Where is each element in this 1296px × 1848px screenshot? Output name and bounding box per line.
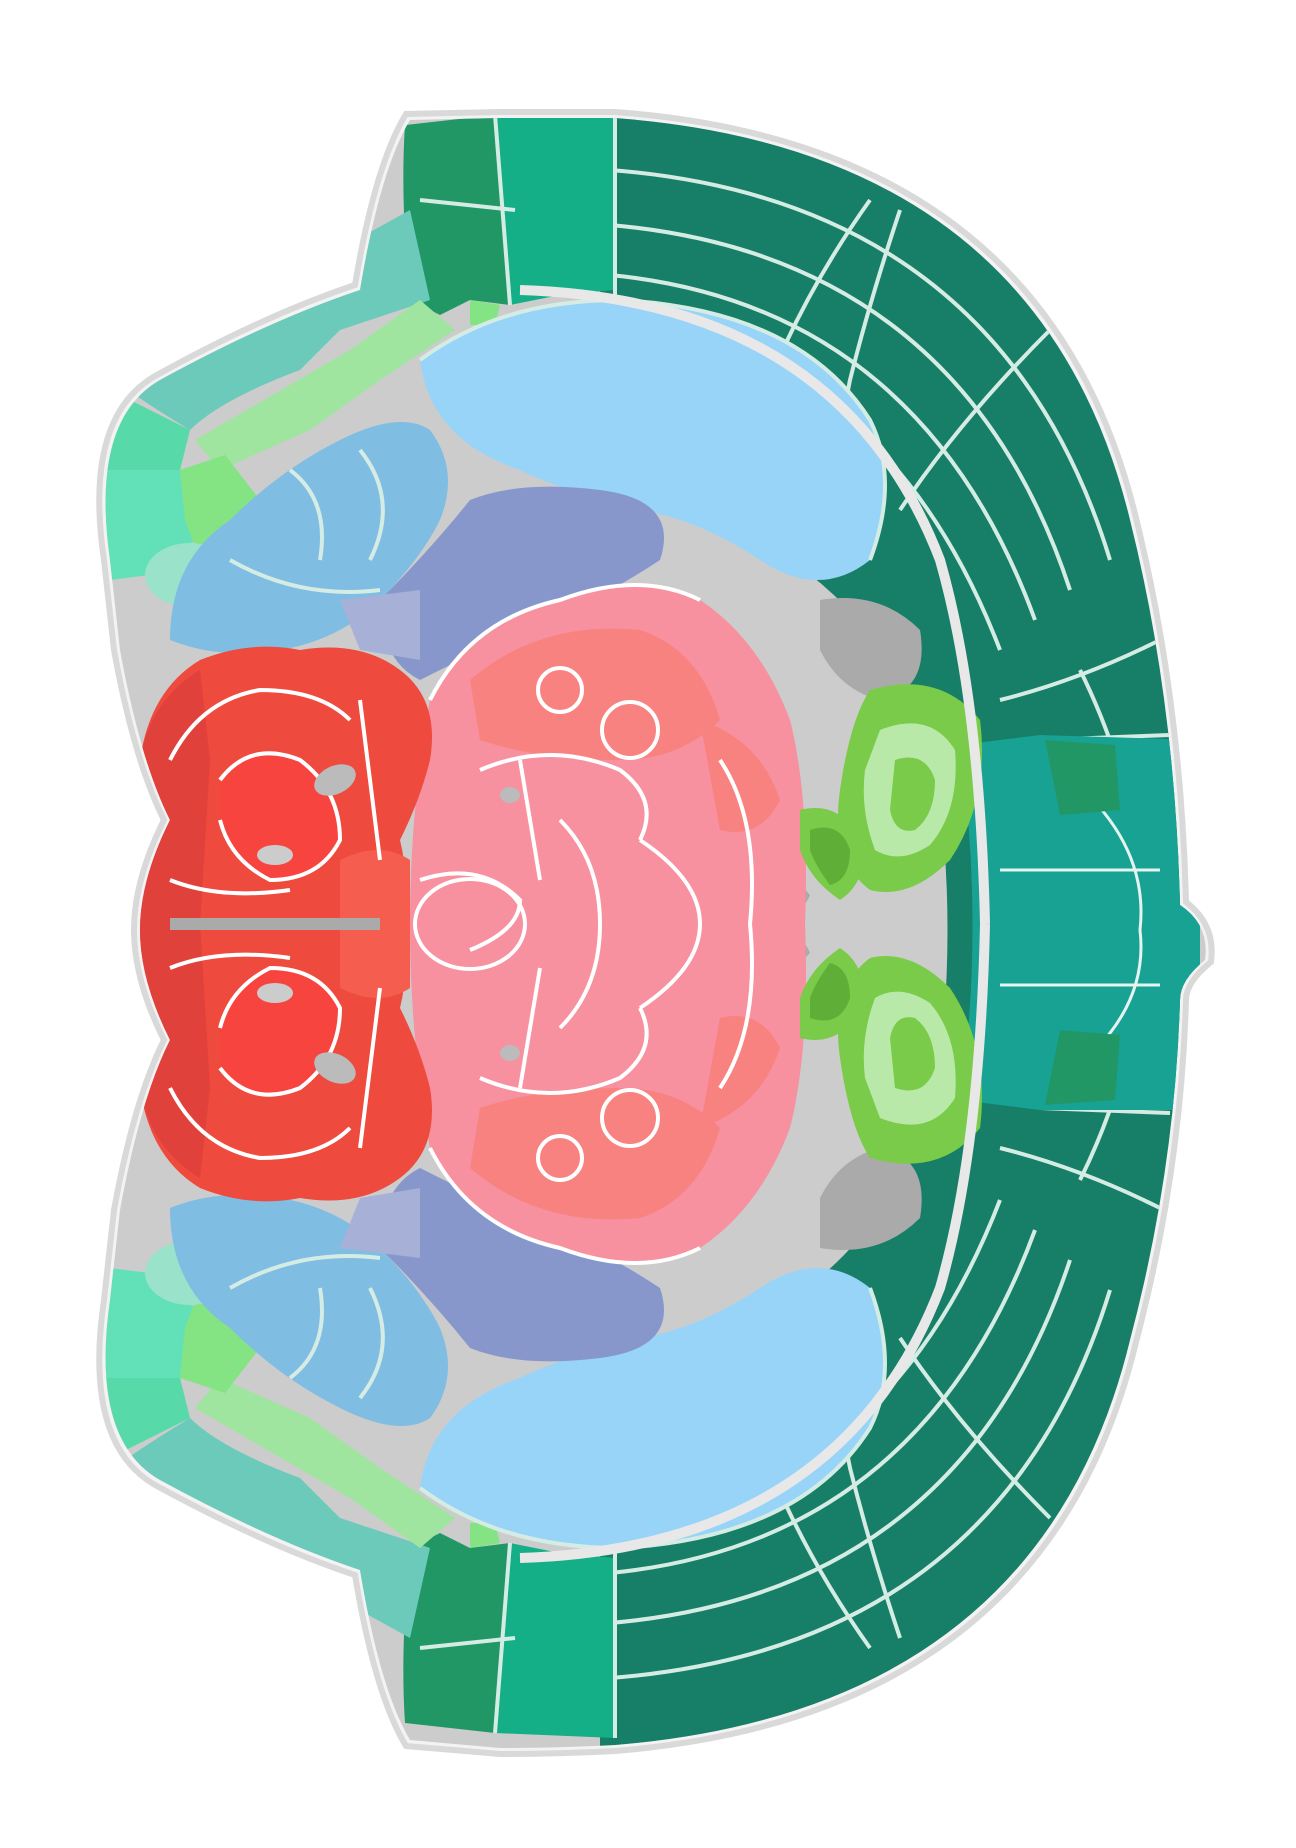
thalamus-gray-spot-lower bbox=[500, 1045, 520, 1061]
striatum-mid-lines bbox=[229, 448, 385, 1400]
ventricle-gray-lower bbox=[820, 1148, 922, 1250]
cortex-mid-patch-lower bbox=[1045, 1030, 1120, 1105]
hypothalamus-gray-oval-upper bbox=[257, 845, 293, 865]
white-matter-arc-lower bbox=[519, 923, 990, 1563]
hippocampus-lower bbox=[800, 948, 982, 1164]
cortex-teal-region bbox=[960, 735, 1200, 1110]
hypothalamus-gray-oval-lower bbox=[257, 983, 293, 1003]
cortex-mid-patch-upper bbox=[1045, 740, 1120, 815]
cortex-mid-upper bbox=[403, 118, 510, 315]
pallidum-upper bbox=[380, 486, 664, 680]
hypothalamus-gray-spot-upper bbox=[314, 764, 356, 796]
thalamus-gray-spot-upper bbox=[500, 787, 520, 803]
third-ventricle-midline bbox=[170, 918, 380, 930]
striatum-light-lower bbox=[420, 1268, 885, 1548]
olfactory-band-lower bbox=[195, 1378, 455, 1548]
cortex-mid-lower bbox=[403, 1533, 510, 1733]
cortex-bright-upper bbox=[495, 118, 615, 305]
pallidum-pale-lower bbox=[340, 1188, 420, 1258]
ventricle-border-lower bbox=[418, 1287, 887, 1550]
thalamus-nucleus-lines bbox=[413, 583, 754, 1265]
thalamus-salmon-right-upper bbox=[700, 720, 780, 832]
hypothalamus-gray-spot-lower bbox=[314, 1052, 356, 1084]
pallidum-pale-upper bbox=[340, 590, 420, 660]
ventricle-border-upper bbox=[418, 298, 887, 561]
thalamus-salmon-right-lower bbox=[700, 1016, 780, 1128]
hypothalamus-nucleus-lines bbox=[168, 687, 382, 1161]
hypothalamus-bright-upper bbox=[220, 753, 340, 880]
pallidum-lower bbox=[380, 1168, 664, 1362]
ventricle-gray-upper bbox=[820, 598, 922, 700]
olfactory-band-upper bbox=[195, 300, 455, 470]
striatum-light-upper bbox=[420, 300, 885, 580]
white-matter-arc-upper bbox=[519, 285, 990, 925]
cortex-bright-lower bbox=[495, 1543, 615, 1738]
hippocampus-upper bbox=[800, 684, 982, 900]
cortex-upper-lines bbox=[419, 118, 617, 1738]
hypothalamus-bright-lower bbox=[220, 968, 340, 1095]
